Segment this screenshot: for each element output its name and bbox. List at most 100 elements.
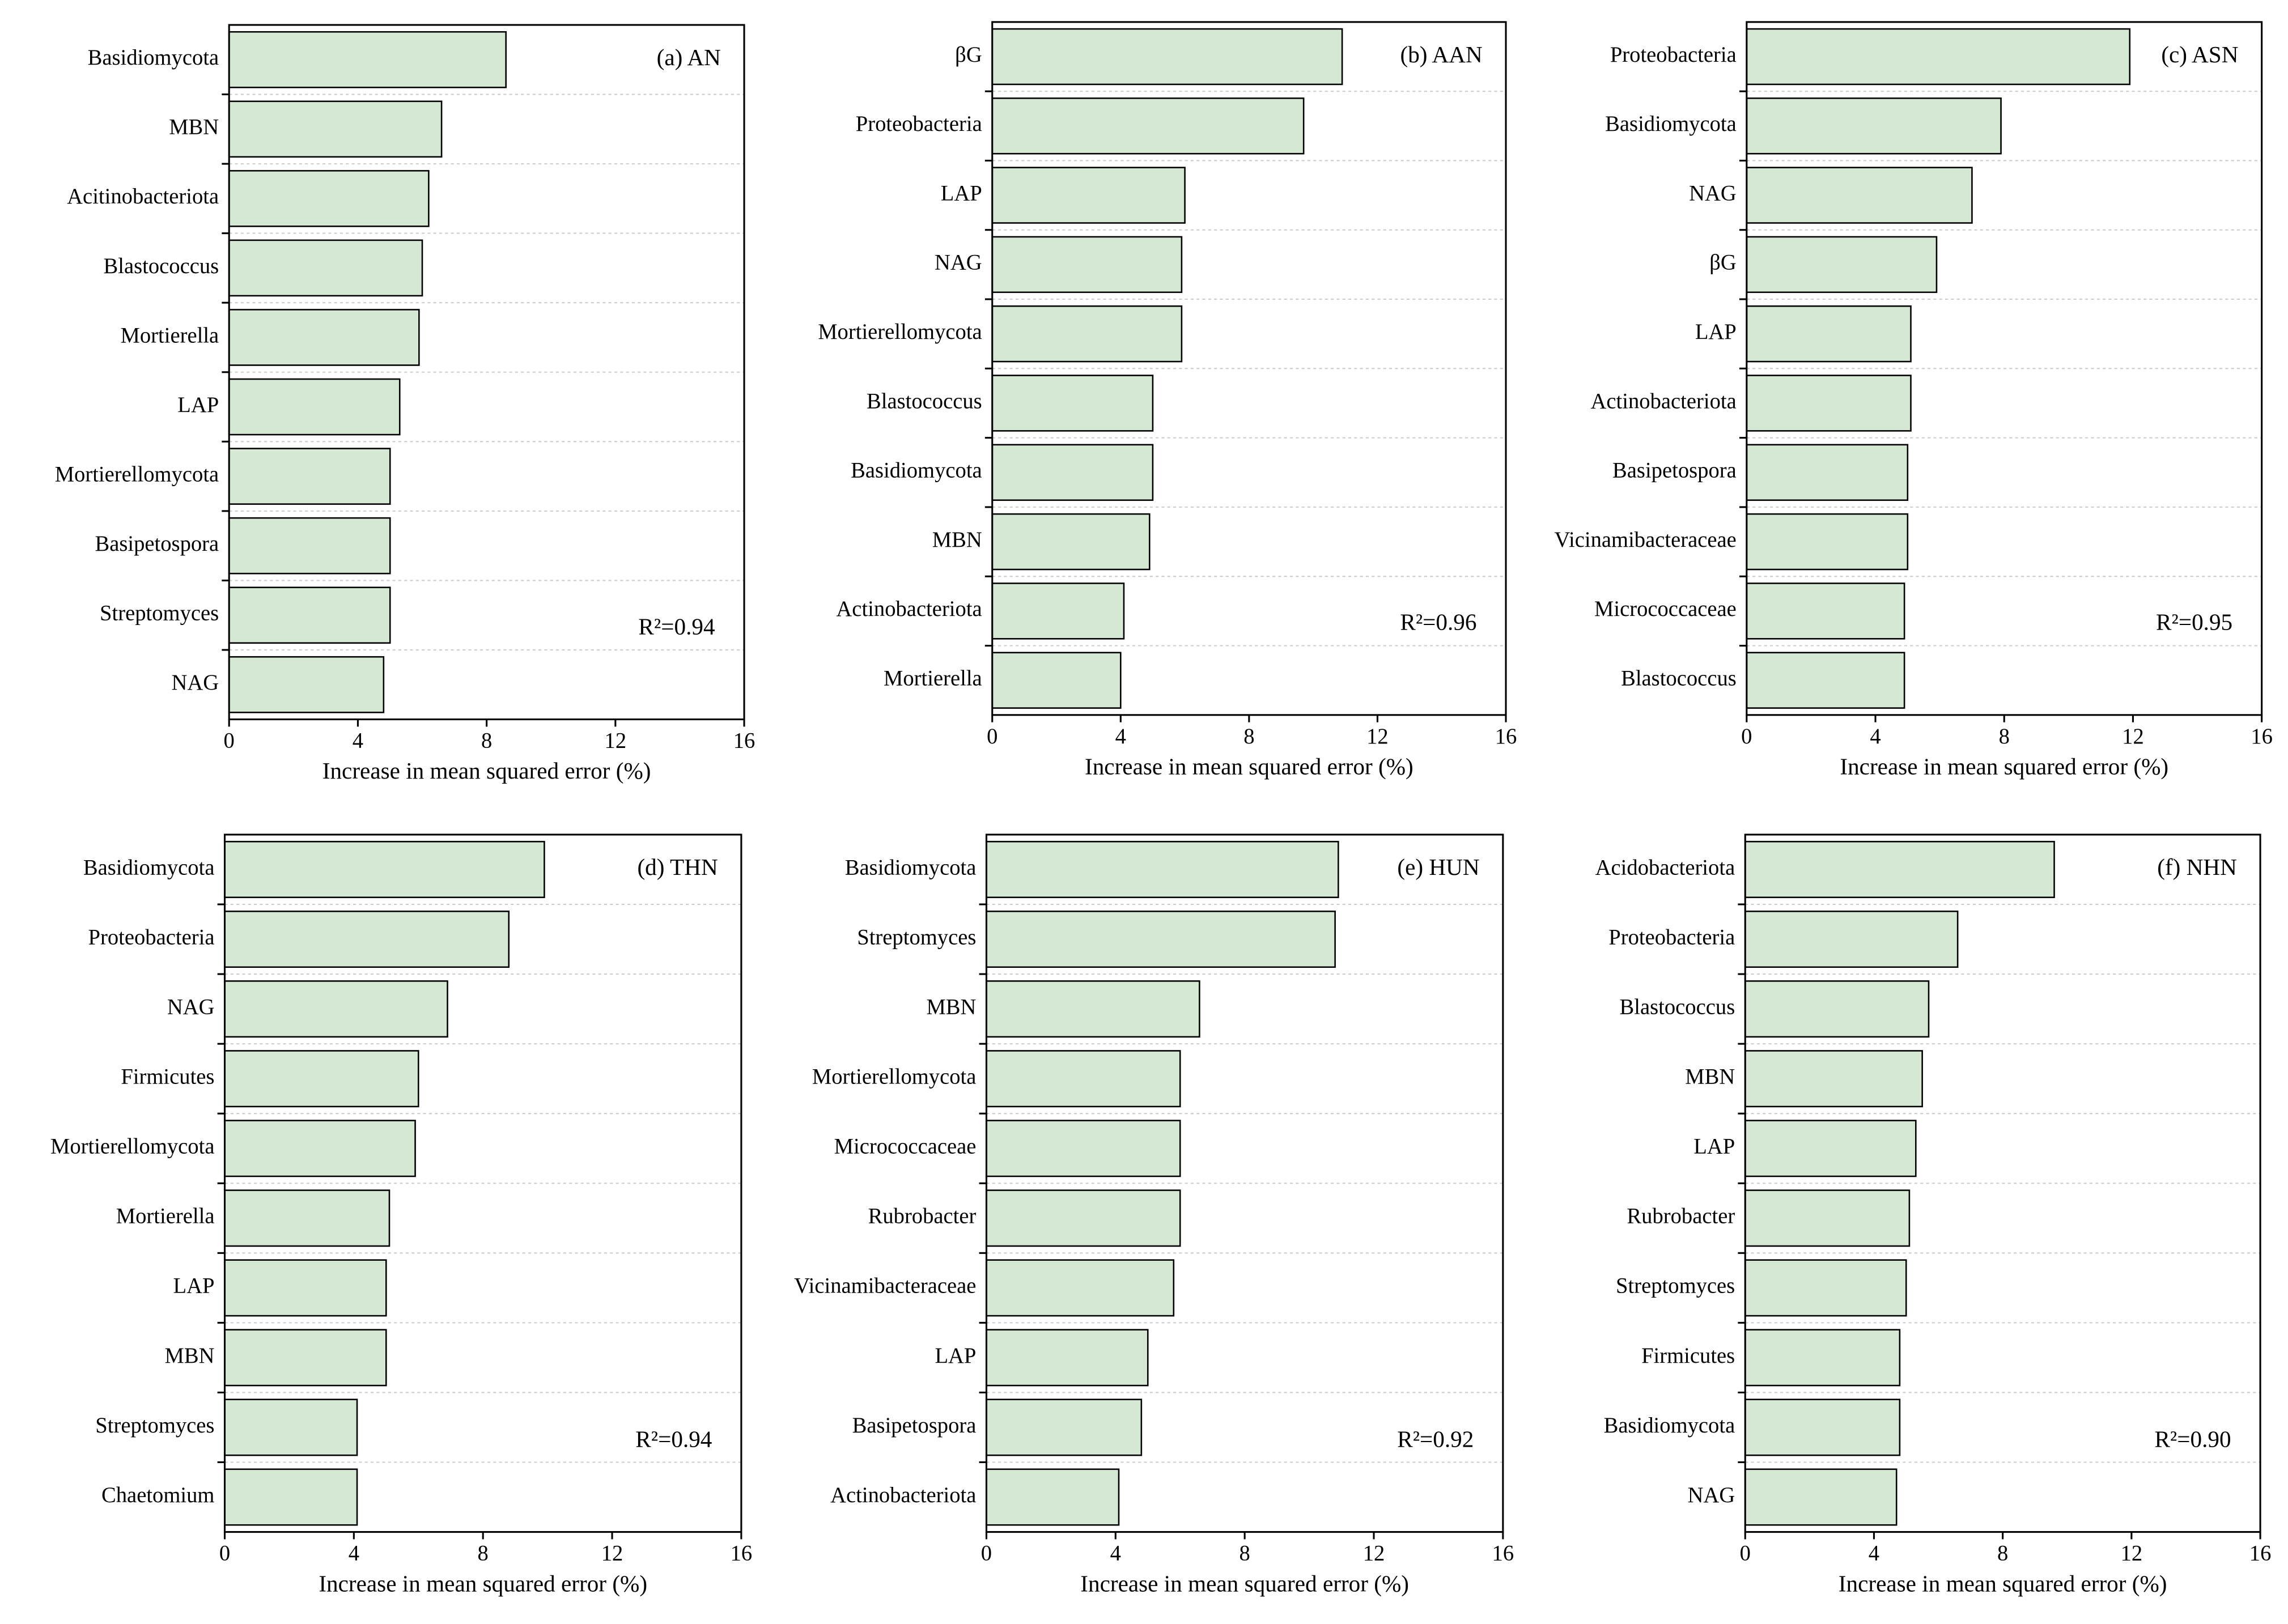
x-axis-label: Increase in mean squared error (%): [322, 758, 651, 784]
category-label: Vicinamibacteraceae: [794, 1274, 976, 1298]
bar: [991, 375, 1154, 432]
x-axis-label: Increase in mean squared error (%): [1839, 1570, 2167, 1597]
r-squared-annotation: R²=0.95: [2156, 609, 2232, 635]
x-tick-label: 16: [2249, 1542, 2272, 1566]
bar: [991, 583, 1125, 640]
bar: [228, 378, 401, 436]
x-tick-label: 16: [1492, 1542, 1514, 1566]
category-label: Firmicutes: [1641, 1344, 1735, 1368]
x-tick-label: 8: [1239, 1542, 1250, 1566]
bar: [1744, 1468, 1898, 1526]
bar: [986, 1468, 1120, 1526]
bar: [224, 1259, 387, 1317]
category-label: MBN: [169, 116, 219, 139]
bar: [1746, 305, 1912, 363]
bar: [228, 448, 391, 505]
category-label: Rubrobacter: [868, 1205, 977, 1228]
x-axis-label: Increase in mean squared error (%): [319, 1570, 647, 1597]
category-label: MBN: [1685, 1065, 1735, 1089]
x-tick-label: 16: [733, 729, 755, 753]
category-label: Firmicutes: [121, 1065, 214, 1089]
bar: [986, 1120, 1181, 1177]
bar: [1746, 513, 1909, 571]
x-tick-label: 12: [605, 729, 627, 753]
category-label: Blastococcus: [1620, 995, 1735, 1019]
category-label: Blastococcus: [867, 389, 982, 413]
bar: [986, 1189, 1181, 1247]
x-tick-label: 12: [1366, 725, 1389, 749]
category-label: Basidiomycota: [845, 856, 977, 879]
category-label: Basidiomycota: [83, 856, 215, 879]
x-tick-label: 12: [2121, 1542, 2143, 1566]
category-label: Basidiomycota: [1605, 112, 1737, 136]
category-label: Mortierellomycota: [812, 1065, 976, 1089]
bar: [1744, 1329, 1901, 1387]
x-tick-label: 0: [987, 725, 997, 749]
bar: [991, 652, 1122, 709]
bar: [224, 840, 545, 898]
x-tick-label: 4: [1870, 725, 1881, 749]
category-label: Basipetospora: [95, 532, 219, 556]
x-tick-label: 8: [478, 1542, 489, 1566]
bar: [1744, 1120, 1917, 1177]
bar: [986, 910, 1336, 968]
bar: [1744, 910, 1959, 968]
bar: [228, 309, 420, 366]
x-tick-label: 8: [481, 729, 492, 753]
x-tick-label: 0: [219, 1542, 230, 1566]
category-label: NAG: [1688, 1483, 1735, 1507]
category-label: βG: [1709, 251, 1737, 275]
category-label: NAG: [935, 251, 982, 275]
bar: [986, 1259, 1175, 1317]
category-label: LAP: [935, 1344, 976, 1368]
bar: [1744, 1398, 1901, 1456]
bar: [224, 1050, 419, 1108]
bar: [1746, 97, 2002, 155]
category-label: LAP: [1693, 1135, 1735, 1159]
category-label: Basidiomycota: [88, 46, 219, 70]
category-label: LAP: [1695, 320, 1737, 344]
x-tick-label: 16: [1495, 725, 1517, 749]
bar: [228, 517, 391, 575]
bar: [986, 1329, 1149, 1387]
category-label: Proteobacteria: [856, 112, 982, 136]
bar: [991, 167, 1186, 224]
x-tick-label: 0: [1740, 1542, 1751, 1566]
bar: [1744, 840, 2055, 898]
bar: [986, 1050, 1181, 1108]
category-label: NAG: [1689, 181, 1737, 205]
r-squared-annotation: R²=0.94: [638, 613, 715, 639]
category-label: Actinobacteriota: [1591, 389, 1737, 413]
x-tick-label: 8: [1999, 725, 2010, 749]
category-label: Basidiomycota: [851, 459, 982, 483]
bar: [991, 236, 1183, 294]
category-label: Basipetospora: [852, 1414, 977, 1438]
category-label: MBN: [926, 995, 976, 1019]
panel-title: (b) AAN: [1400, 41, 1483, 68]
category-label: LAP: [941, 181, 982, 205]
category-label: Mortierellomycota: [50, 1135, 214, 1159]
bar: [1744, 1050, 1923, 1108]
category-label: Blastococcus: [103, 254, 219, 278]
r-squared-annotation: R²=0.94: [635, 1426, 712, 1452]
x-tick-label: 0: [981, 1542, 992, 1566]
category-label: NAG: [167, 995, 215, 1019]
category-label: Acidobacteriota: [1595, 856, 1735, 879]
bar: [224, 910, 510, 968]
category-label: Streptomyces: [100, 602, 219, 626]
x-tick-label: 16: [731, 1542, 753, 1566]
bar: [1746, 375, 1912, 432]
bar: [1746, 652, 1905, 709]
panel-title: (c) ASN: [2161, 41, 2238, 68]
r-squared-annotation: R²=0.96: [1400, 609, 1476, 635]
category-label: Proteobacteria: [1610, 43, 1737, 67]
category-label: MBN: [932, 528, 982, 552]
panel-title: (d) THN: [637, 854, 718, 881]
r-squared-annotation: R²=0.90: [2154, 1426, 2231, 1452]
bar: [986, 840, 1339, 898]
category-label: LAP: [177, 393, 219, 417]
category-label: Mortierellomycota: [55, 462, 219, 486]
bar: [1746, 583, 1905, 640]
category-label: Proteobacteria: [88, 925, 215, 949]
